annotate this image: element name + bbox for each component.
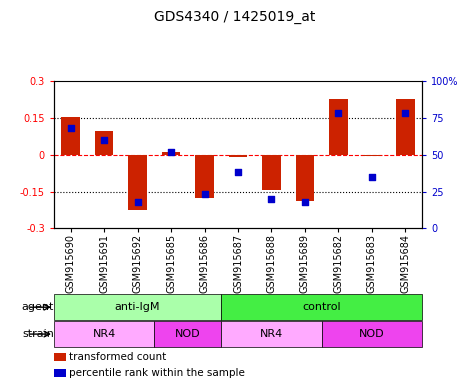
- Bar: [262, 155, 280, 190]
- Point: [301, 199, 309, 205]
- Text: strain: strain: [22, 329, 54, 339]
- Point: [167, 149, 175, 155]
- Bar: [322, 321, 422, 347]
- Text: agent: agent: [22, 302, 54, 312]
- Text: control: control: [303, 302, 341, 312]
- Point: [134, 199, 141, 205]
- Text: NR4: NR4: [260, 329, 283, 339]
- Point: [234, 169, 242, 175]
- Text: NOD: NOD: [359, 329, 385, 339]
- Bar: [296, 155, 314, 201]
- Text: anti-IgM: anti-IgM: [115, 302, 160, 312]
- Point: [335, 110, 342, 116]
- Bar: [61, 117, 80, 155]
- Text: percentile rank within the sample: percentile rank within the sample: [69, 368, 245, 378]
- Bar: [154, 321, 221, 347]
- Text: NOD: NOD: [175, 329, 201, 339]
- Point: [401, 110, 409, 116]
- Text: GDS4340 / 1425019_at: GDS4340 / 1425019_at: [154, 10, 315, 23]
- Bar: [129, 155, 147, 210]
- Bar: [95, 131, 113, 155]
- Point: [100, 137, 108, 143]
- Bar: [54, 294, 221, 320]
- Bar: [162, 152, 180, 155]
- Text: NR4: NR4: [92, 329, 116, 339]
- Text: transformed count: transformed count: [69, 352, 166, 362]
- Point: [201, 191, 208, 197]
- Bar: [54, 321, 154, 347]
- Bar: [363, 155, 381, 156]
- Point: [268, 196, 275, 202]
- Bar: [221, 294, 422, 320]
- Point: [368, 174, 376, 180]
- Bar: [229, 155, 247, 157]
- Bar: [196, 155, 214, 198]
- Bar: [396, 99, 415, 155]
- Bar: [329, 99, 348, 155]
- Bar: [221, 321, 322, 347]
- Point: [67, 125, 75, 131]
